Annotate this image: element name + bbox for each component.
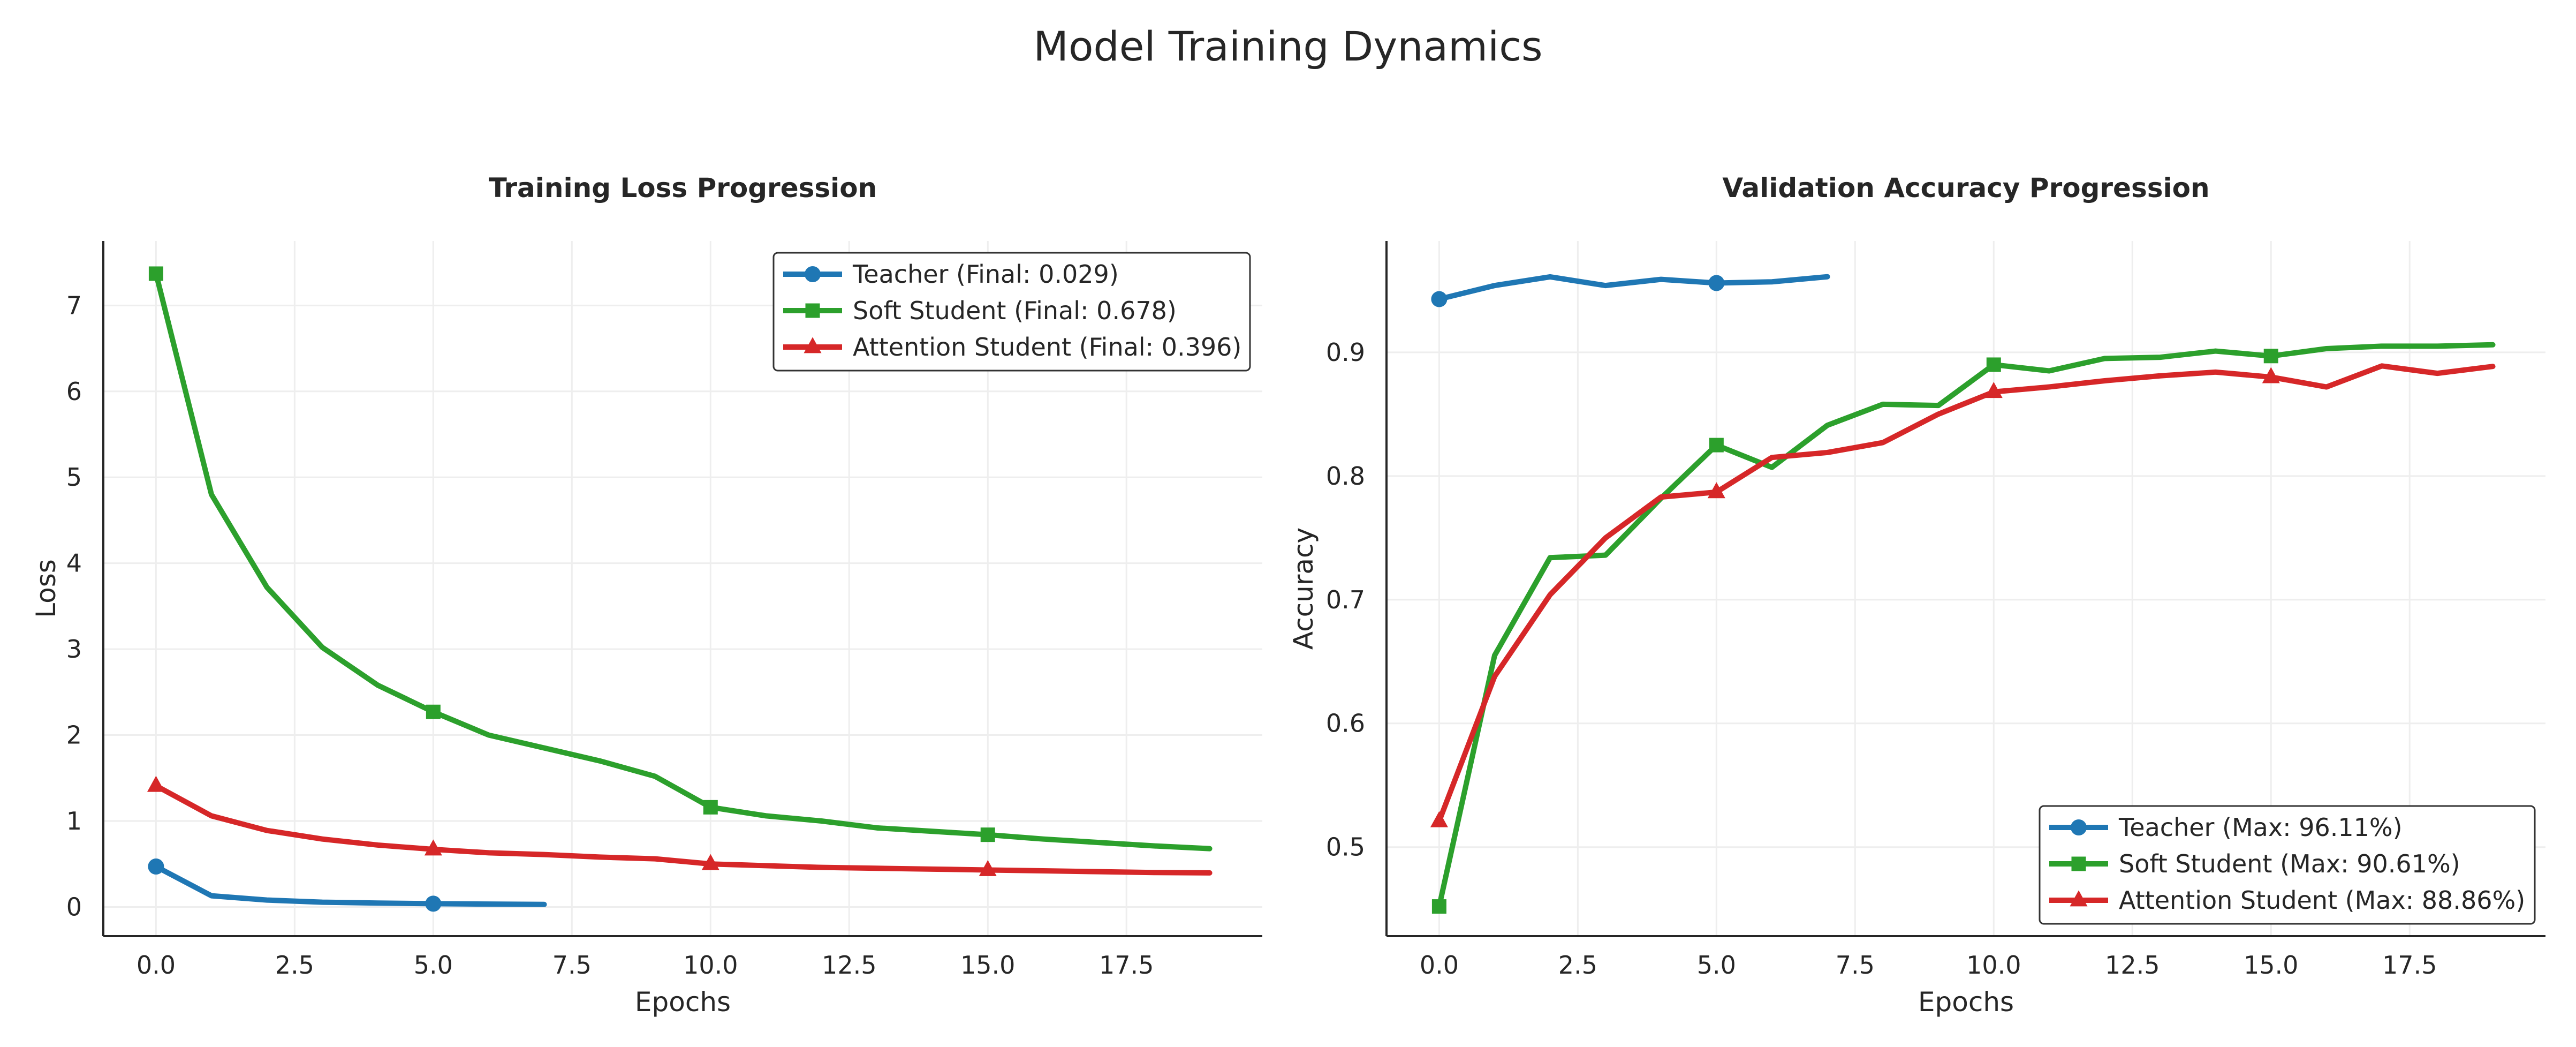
legend-box: [2039, 805, 2536, 925]
y-axis-label: Loss: [31, 559, 62, 618]
x-tick-label: 10.0: [1966, 951, 2021, 980]
data-point-soft: [148, 266, 163, 281]
x-tick-label: 17.5: [1099, 951, 1154, 980]
x-tick-label: 17.5: [2382, 951, 2437, 980]
series-line-attention: [1436, 363, 2496, 824]
legend: Teacher (Final: 0.029) Soft Student (Fina…: [772, 252, 1251, 372]
y-tick-label: 3: [66, 635, 82, 664]
chart-panel-2: 0.0 2.5 5.0 7.5 10.0 12.5 15.0 17.5 0.5 0.6 0.7 0.8…: [1288, 172, 2545, 1018]
legend-label: Teacher (Max: 96.11%): [2118, 813, 2403, 842]
y-tick-label: 5: [66, 463, 82, 492]
legend-marker-attention: [804, 337, 822, 353]
y-axis-label: Accuracy: [1288, 528, 1319, 650]
data-point-attention: [1984, 382, 2003, 398]
data-point-attention: [979, 860, 997, 876]
data-point-soft: [2263, 349, 2278, 364]
legend-label: Attention Student (Final: 0.396): [853, 333, 1241, 361]
chart-panel-1: 0.0 2.5 5.0 7.5 10.0 12.5 15.0 17.5 0 1 2 3 4 5 6 7 Trai…: [31, 172, 1262, 1018]
legend-marker-teacher: [2071, 819, 2087, 835]
y-tick-label: 0.8: [1326, 462, 1365, 491]
legend-label: Soft Student (Max: 90.61%): [2119, 849, 2460, 878]
data-point-teacher: [1431, 291, 1448, 307]
chart-title: Validation Accuracy Progression: [1722, 172, 2209, 204]
legend-label: Attention Student (Max: 88.86%): [2119, 886, 2525, 915]
y-tick-label: 0.7: [1326, 585, 1365, 614]
legend-label: Teacher (Final: 0.029): [852, 260, 1119, 289]
data-point-attention: [1430, 811, 1448, 827]
data-point-soft: [1986, 357, 2001, 372]
x-axis-label: Epochs: [1918, 986, 2014, 1018]
data-point-soft: [1431, 899, 1446, 914]
data-point-attention: [701, 854, 719, 870]
data-point-attention: [424, 839, 442, 856]
x-tick-label: 15.0: [960, 951, 1015, 980]
x-tick-label: 15.0: [2244, 951, 2298, 980]
x-tick-label: 2.5: [275, 951, 314, 980]
data-point-teacher: [148, 858, 164, 875]
series-line-attention: [153, 783, 1213, 876]
x-tick-label: 7.5: [552, 951, 592, 980]
data-point-attention: [1707, 482, 1725, 499]
series-line-teacher: [1436, 274, 1830, 302]
legend-label: Soft Student (Final: 0.678): [853, 296, 1177, 325]
legend-marker-attention: [2070, 890, 2088, 907]
x-axis-label: Epochs: [635, 986, 731, 1018]
data-point-soft: [1709, 438, 1724, 453]
y-tick-label: 7: [66, 291, 82, 320]
series-line-soft: [1436, 342, 2496, 909]
y-tick-label: 2: [66, 721, 82, 750]
legend-marker-soft: [805, 303, 820, 318]
x-tick-label: 7.5: [1836, 951, 1875, 980]
y-tick-label: 0: [66, 892, 82, 921]
y-tick-label: 1: [66, 807, 82, 835]
x-tick-label: 0.0: [1420, 951, 1459, 980]
series-line-teacher: [153, 864, 547, 907]
x-tick-label: 0.0: [137, 951, 176, 980]
x-tick-label: 12.5: [822, 951, 876, 980]
y-tick-label: 0.6: [1326, 709, 1365, 738]
legend-marker-soft: [2071, 856, 2086, 871]
x-tick-label: 2.5: [1558, 951, 1597, 980]
data-point-soft: [703, 800, 718, 815]
legend-box: [772, 252, 1251, 372]
legend-marker-teacher: [805, 266, 821, 282]
x-tick-label: 10.0: [683, 951, 738, 980]
x-tick-label: 5.0: [414, 951, 453, 980]
y-tick-label: 0.5: [1326, 833, 1365, 862]
figure-title: Model Training Dynamics: [1033, 22, 1543, 70]
x-tick-label: 12.5: [2105, 951, 2160, 980]
x-tick-label: 5.0: [1697, 951, 1736, 980]
data-point-teacher: [1708, 275, 1725, 291]
y-tick-label: 0.9: [1326, 338, 1365, 367]
chart-title: Training Loss Progression: [489, 172, 877, 204]
y-tick-label: 4: [66, 549, 82, 578]
data-point-attention: [2262, 367, 2280, 383]
data-point-teacher: [425, 895, 442, 912]
data-point-attention: [147, 775, 165, 792]
y-tick-label: 6: [66, 377, 82, 406]
series-line-soft: [153, 270, 1213, 852]
legend: Teacher (Max: 96.11%) Soft Student (Max: …: [2039, 805, 2536, 925]
data-point-soft: [426, 704, 441, 719]
data-point-soft: [980, 827, 995, 842]
